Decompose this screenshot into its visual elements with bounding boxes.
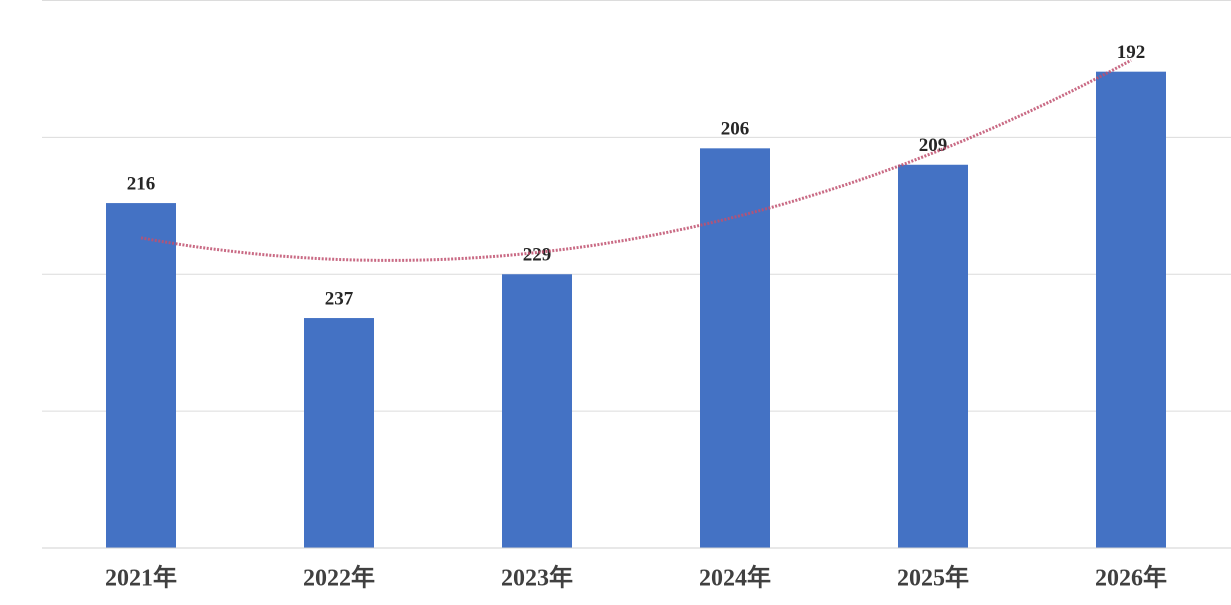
x-tick-label: 2024年 — [699, 564, 771, 592]
trendline — [140, 58, 1132, 262]
data-label: 206 — [721, 119, 750, 140]
data-label: 209 — [919, 135, 948, 156]
bar — [1096, 71, 1166, 549]
data-label: 216 — [127, 173, 156, 194]
bar — [502, 274, 572, 548]
data-label: 237 — [325, 288, 354, 309]
bar — [898, 164, 968, 548]
x-tick-label: 2022年 — [303, 564, 375, 592]
data-label: 229 — [523, 245, 552, 266]
x-tick-label: 2026年 — [1095, 564, 1167, 592]
x-tick-label: 2023年 — [501, 564, 573, 592]
bar — [106, 203, 176, 548]
x-tick-label: 2025年 — [897, 564, 969, 592]
x-tick-label: 2021年 — [105, 564, 177, 592]
bar — [304, 318, 374, 548]
data-label: 192 — [1117, 42, 1146, 63]
bar — [700, 148, 770, 548]
